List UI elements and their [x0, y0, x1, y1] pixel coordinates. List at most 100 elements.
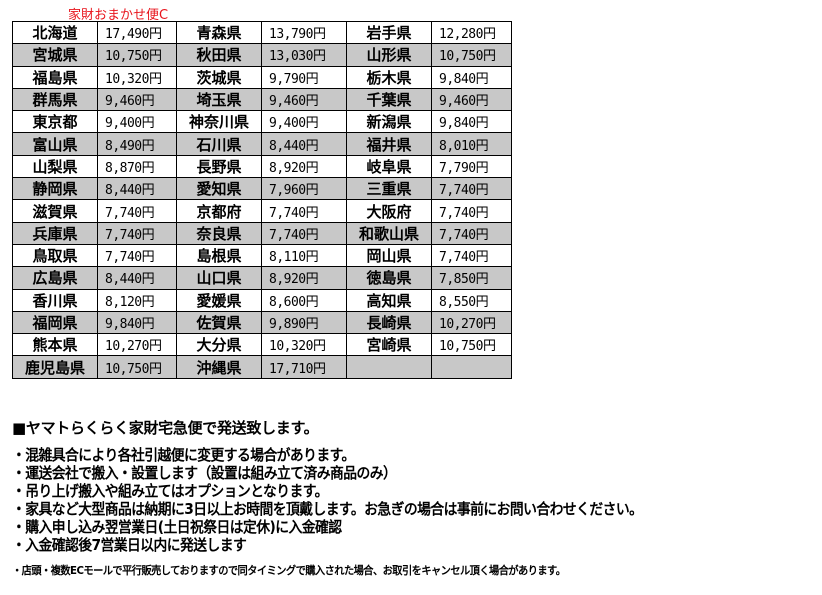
table-row: 山梨県 8,870円 長野県 8,920円 岐阜県 7,790円 — [12, 154, 512, 179]
price-cell: 17,710円 — [261, 355, 347, 379]
price-cell: 7,850円 — [431, 266, 512, 290]
prefecture-cell: 高知県 — [346, 288, 432, 312]
prefecture-cell: 秋田県 — [176, 43, 262, 67]
price-cell: 10,320円 — [261, 333, 347, 357]
price-cell: 7,740円 — [431, 221, 512, 245]
price-cell: 7,740円 — [431, 199, 512, 223]
price-cell: 7,740円 — [261, 199, 347, 223]
prefecture-cell: 福島県 — [12, 65, 98, 89]
prefecture-cell: 京都府 — [176, 199, 262, 223]
prefecture-cell: 愛媛県 — [176, 288, 262, 312]
prefecture-cell: 奈良県 — [176, 221, 262, 245]
prefecture-cell: 埼玉県 — [176, 87, 262, 112]
price-cell: 8,440円 — [261, 132, 347, 156]
price-cell: 9,460円 — [431, 87, 512, 112]
table-row: 兵庫県 7,740円 奈良県 7,740円 和歌山県 7,740円 — [12, 221, 512, 245]
price-cell: 7,740円 — [261, 221, 347, 245]
price-cell: 9,400円 — [97, 110, 177, 134]
price-cell: 9,840円 — [97, 310, 177, 335]
prefecture-cell: 香川県 — [12, 288, 98, 312]
prefecture-cell: 鳥取県 — [12, 243, 98, 268]
table-row: 鳥取県 7,740円 島根県 8,110円 岡山県 7,740円 — [12, 243, 512, 268]
note-line: ・吊り上げ搬入や組み立てはオプションとなります。 — [12, 482, 328, 500]
price-cell: 7,740円 — [97, 221, 177, 245]
shipping-plan-title: 家財おまかせ便C — [68, 8, 169, 23]
prefecture-cell: 福岡県 — [12, 310, 98, 335]
price-cell: 8,870円 — [97, 154, 177, 179]
prefecture-cell: 岡山県 — [346, 243, 432, 268]
table-row: 群馬県 9,460円 埼玉県 9,460円 千葉県 9,460円 — [12, 87, 512, 112]
prefecture-cell: 福井県 — [346, 132, 432, 156]
note-line: ・購入申し込み翌営業日(土日祝祭日は定休)に入金確認 — [12, 518, 342, 536]
shipping-rate-table: 北海道 17,490円 青森県 13,790円 岩手県 12,280円 宮城県 10,750円… — [12, 20, 512, 379]
table-row: 熊本県 10,270円 大分県 10,320円 宮崎県 10,750円 — [12, 333, 512, 357]
prefecture-cell: 沖縄県 — [176, 355, 262, 379]
prefecture-cell: 山梨県 — [12, 154, 98, 179]
prefecture-cell: 長崎県 — [346, 310, 432, 335]
price-cell: 9,790円 — [261, 65, 347, 89]
price-cell: 10,750円 — [97, 43, 177, 67]
prefecture-cell: 石川県 — [176, 132, 262, 156]
prefecture-cell: 群馬県 — [12, 87, 98, 112]
prefecture-cell: 宮城県 — [12, 43, 98, 67]
prefecture-cell: 静岡県 — [12, 177, 98, 201]
price-cell: 8,920円 — [261, 266, 347, 290]
prefecture-cell: 兵庫県 — [12, 221, 98, 245]
table-row: 鹿児島県 10,750円 沖縄県 17,710円 — [12, 355, 512, 379]
table-row: 北海道 17,490円 青森県 13,790円 岩手県 12,280円 — [12, 20, 512, 45]
price-cell: 12,280円 — [431, 20, 512, 45]
price-cell: 13,030円 — [261, 43, 347, 67]
prefecture-cell: 鹿児島県 — [12, 355, 98, 379]
prefecture-cell: 北海道 — [12, 20, 98, 45]
prefecture-cell — [346, 355, 432, 379]
price-cell: 9,840円 — [431, 65, 512, 89]
price-cell: 9,840円 — [431, 110, 512, 134]
shipping-notes: ■ヤマトらくらく家財宅急便で発送致します。 ・混雑具合により各社引越便に変更する… — [12, 417, 697, 578]
price-cell: 7,790円 — [431, 154, 512, 179]
table-row: 富山県 8,490円 石川県 8,440円 福井県 8,010円 — [12, 132, 512, 156]
price-cell: 8,550円 — [431, 288, 512, 312]
price-cell: 8,010円 — [431, 132, 512, 156]
price-cell: 10,270円 — [431, 310, 512, 335]
prefecture-cell: 大分県 — [176, 333, 262, 357]
prefecture-cell: 大阪府 — [346, 199, 432, 223]
prefecture-cell: 東京都 — [12, 110, 98, 134]
prefecture-cell: 岩手県 — [346, 20, 432, 45]
price-cell: 10,750円 — [431, 43, 512, 67]
price-cell: 10,270円 — [97, 333, 177, 357]
price-cell — [431, 355, 512, 379]
prefecture-cell: 島根県 — [176, 243, 262, 268]
table-row: 広島県 8,440円 山口県 8,920円 徳島県 7,850円 — [12, 266, 512, 290]
prefecture-cell: 愛知県 — [176, 177, 262, 201]
price-cell: 8,110円 — [261, 243, 347, 268]
prefecture-cell: 佐賀県 — [176, 310, 262, 335]
table-row: 静岡県 8,440円 愛知県 7,960円 三重県 7,740円 — [12, 177, 512, 201]
prefecture-cell: 新潟県 — [346, 110, 432, 134]
price-cell: 9,460円 — [261, 87, 347, 112]
price-cell: 7,740円 — [431, 177, 512, 201]
prefecture-cell: 青森県 — [176, 20, 262, 45]
prefecture-cell: 宮崎県 — [346, 333, 432, 357]
table-row: 滋賀県 7,740円 京都府 7,740円 大阪府 7,740円 — [12, 199, 512, 223]
price-cell: 9,460円 — [97, 87, 177, 112]
table-row: 香川県 8,120円 愛媛県 8,600円 高知県 8,550円 — [12, 288, 512, 312]
prefecture-cell: 千葉県 — [346, 87, 432, 112]
prefecture-cell: 徳島県 — [346, 266, 432, 290]
price-cell: 8,120円 — [97, 288, 177, 312]
table-row: 福岡県 9,840円 佐賀県 9,890円 長崎県 10,270円 — [12, 310, 512, 335]
price-cell: 8,490円 — [97, 132, 177, 156]
prefecture-cell: 広島県 — [12, 266, 98, 290]
price-cell: 17,490円 — [97, 20, 177, 45]
prefecture-cell: 山口県 — [176, 266, 262, 290]
prefecture-cell: 富山県 — [12, 132, 98, 156]
price-cell: 8,920円 — [261, 154, 347, 179]
price-cell: 8,600円 — [261, 288, 347, 312]
price-cell: 9,400円 — [261, 110, 347, 134]
price-cell: 13,790円 — [261, 20, 347, 45]
price-cell: 7,740円 — [97, 243, 177, 268]
note-line: ・混雑具合により各社引越便に変更する場合があります。 — [12, 446, 355, 464]
prefecture-cell: 和歌山県 — [346, 221, 432, 245]
prefecture-cell: 山形県 — [346, 43, 432, 67]
notes-heading: ■ヤマトらくらく家財宅急便で発送致します。 — [12, 419, 319, 437]
note-line: ・運送会社で搬入・設置します（設置は組み立て済み商品のみ） — [12, 464, 397, 482]
